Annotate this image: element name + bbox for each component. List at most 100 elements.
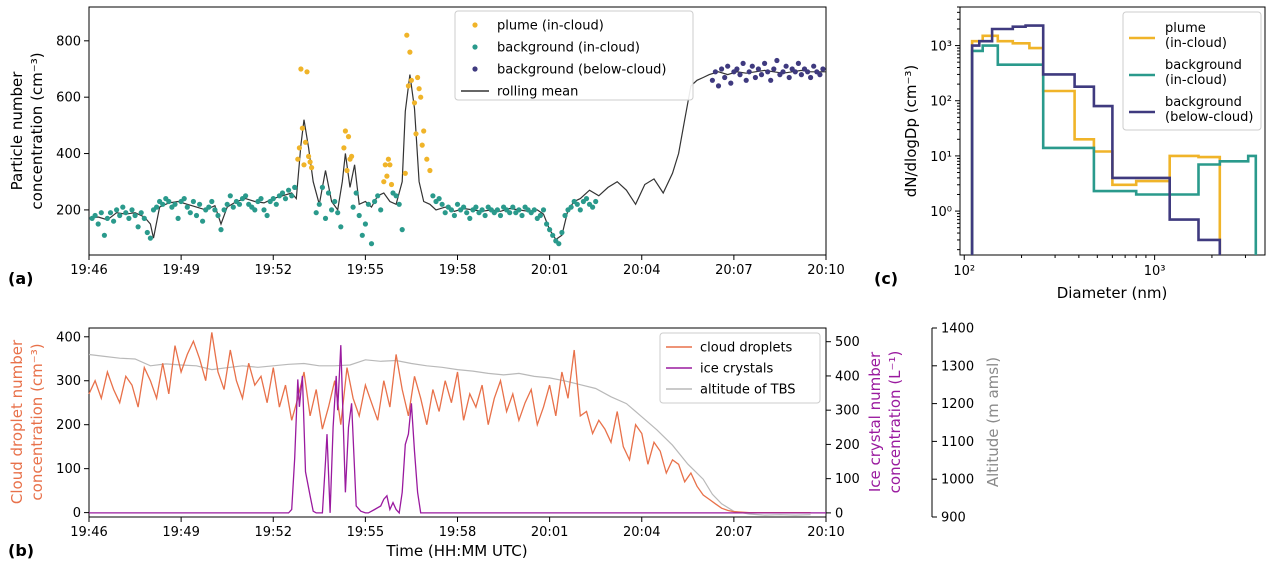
panel-a-point-s0 (344, 167, 350, 174)
panel-a-point-s0 (419, 142, 425, 148)
panel-a-point-s1 (316, 201, 322, 207)
panel-a-point-s1 (550, 232, 556, 238)
panel-a-point-s0 (418, 94, 424, 100)
panel-a-point-s1 (461, 204, 467, 210)
panel-a-point-s1 (101, 232, 107, 238)
panel-a-point-s1 (224, 201, 230, 207)
panel-a-point-s1 (448, 207, 454, 213)
panel-a-point-s1 (107, 210, 114, 216)
panel-a-point-s1 (221, 207, 227, 213)
panel-c-series-2 (970, 24, 1222, 255)
panel-a-point-s1 (261, 207, 267, 213)
panel-b-right-ytick-label: 200 (835, 438, 860, 453)
panel-c-legend-label: plume (1165, 21, 1206, 36)
panel-b-xtick-label: 19:49 (162, 525, 199, 540)
panel-a-point-s0 (306, 153, 312, 159)
panel-b-series-1 (89, 345, 826, 515)
panel-a-point-s2 (737, 72, 743, 78)
panel-a-point-s2 (719, 66, 725, 72)
panel-a-point-s0 (298, 66, 304, 72)
panel-c-label: (c) (874, 269, 898, 288)
panel-b-far-right-ytick-label: 1100 (941, 435, 974, 450)
panel-a-legend-marker (472, 66, 478, 72)
panel-a-point-s2 (752, 74, 759, 81)
panel-a-point-s0 (416, 86, 422, 92)
panel-a-point-s1 (467, 215, 473, 221)
panel-a-point-s0 (349, 153, 355, 159)
panel-a-point-s0 (385, 156, 391, 162)
panel-a-point-s0 (387, 162, 393, 168)
panel-a-point-s1 (117, 212, 123, 219)
panel-a-point-s1 (258, 196, 264, 202)
panel-a-point-s1 (282, 196, 289, 202)
panel-a-point-s1 (181, 196, 187, 202)
panel-a-point-s1 (436, 196, 442, 202)
panel-b-right-ytick-label: 100 (835, 472, 860, 487)
panel-a-ylabel-line1: Particle number (8, 71, 26, 191)
panel-a-point-s2 (712, 69, 719, 75)
panel-b-xlabel: Time (HH:MM UTC) (385, 542, 527, 560)
panel-b-far-right-ytick-label: 1300 (941, 359, 974, 374)
panel-a-point-s1 (540, 207, 547, 213)
panel-a-point-s0 (302, 139, 309, 145)
panel-a-point-s1 (187, 210, 193, 216)
panel-a-point-s1 (368, 241, 375, 247)
panel-a-point-s1 (365, 201, 371, 207)
panel-a-point-s2 (795, 60, 802, 66)
panel-c-legend-label: background (1165, 95, 1242, 110)
panel-c-ytick-label: 10³ (930, 40, 952, 55)
panel-a-point-s1 (292, 184, 298, 190)
panel-a-label: (a) (8, 269, 33, 288)
panel-a-point-s1 (141, 215, 147, 221)
panel-a-point-s1 (286, 187, 292, 193)
panel-a-point-s1 (160, 201, 166, 207)
panel-a-point-s1 (114, 207, 120, 213)
panel-a-point-s0 (407, 49, 413, 55)
panel-a-point-s1 (399, 227, 405, 233)
panel-c-ytick-label: 10² (930, 95, 952, 110)
panel-a-legend-marker (472, 44, 478, 50)
panel-a-point-s1 (190, 198, 196, 205)
panel-b-left-ytick-label: 300 (56, 374, 81, 389)
panel-a-point-s2 (725, 63, 731, 69)
panel-a-point-s1 (577, 207, 583, 213)
panel-a-point-s1 (279, 190, 286, 196)
panel-a-point-s1 (356, 212, 362, 219)
panel-a-point-s2 (722, 74, 728, 81)
panel-a-point-s1 (212, 207, 218, 213)
panel-a-point-s1 (479, 207, 485, 213)
panel-a-point-s1 (537, 212, 544, 219)
panel-a-point-s0 (295, 156, 301, 162)
panel-a-xtick-label: 20:07 (715, 263, 752, 278)
panel-a-point-s1 (378, 207, 384, 213)
panel-b-right-ylabel-line1: Ice crystal number (866, 351, 884, 492)
panel-a-point-s1 (329, 207, 335, 213)
panel-a-point-s1 (197, 201, 203, 207)
panel-a-point-s0 (341, 145, 347, 151)
panel-b-left-ytick-label: 100 (56, 462, 81, 477)
panel-b-legend-label: cloud droplets (700, 341, 793, 356)
panel-a-point-s2 (749, 63, 755, 69)
panel-a-point-s1 (252, 207, 258, 213)
panel-b-xtick-label: 20:01 (531, 525, 568, 540)
panel-a-point-s1 (289, 193, 295, 199)
panel-a-xtick-label: 19:52 (255, 263, 292, 278)
panel-a-point-s1 (568, 204, 574, 210)
panel-b-far-right-ytick-label: 1400 (941, 322, 974, 337)
panel-b-right-ytick-label: 300 (835, 404, 860, 419)
panel-a-point-s1 (175, 215, 181, 221)
panel-a-point-s1 (574, 201, 580, 207)
panel-a-point-s2 (798, 72, 805, 78)
panel-a-point-s1 (172, 201, 178, 207)
panel-c-xlabel: Diameter (nm) (1057, 284, 1168, 302)
panel-a-point-s1 (335, 210, 341, 216)
panel-a-point-s1 (144, 229, 150, 236)
panel-c-ytick-label: 10⁰ (930, 205, 952, 220)
panel-a-point-s0 (408, 77, 414, 83)
panel-a-point-s1 (166, 198, 172, 205)
panel-c-legend-label: (below-cloud) (1165, 110, 1254, 125)
panel-b-series-0 (88, 332, 811, 514)
panel-a-point-s1 (322, 215, 329, 221)
panel-b-right-ylabel-line2: concentration (L⁻¹) (886, 351, 904, 494)
panel-a-point-s0 (382, 162, 388, 168)
